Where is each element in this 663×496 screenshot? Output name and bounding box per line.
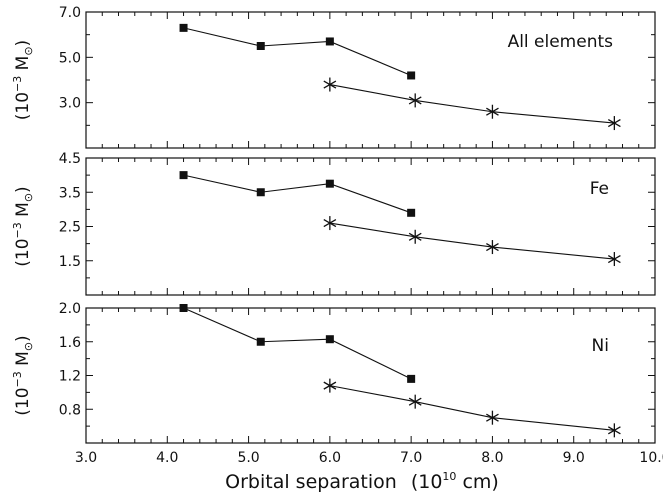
y-unit-prefix: (10 [13, 387, 33, 415]
x-axis-label: Orbital separation [225, 471, 397, 493]
x-tick-label: 10.0 [639, 450, 663, 466]
series-line-asterisk [329, 385, 615, 431]
panel-label: Fe [590, 179, 609, 199]
data-point-square [325, 179, 334, 188]
panel-frame [85, 307, 656, 444]
data-point-asterisk [607, 252, 621, 267]
y-tick-label: 3.0 [59, 96, 81, 112]
y-unit-sun-symbol: ⊙ [22, 46, 35, 55]
data-point-asterisk [486, 410, 499, 425]
y-unit-mass: M [13, 202, 33, 222]
y-axis-unit-label: (10−3 M⊙) [11, 335, 35, 415]
y-unit-prefix: (10 [13, 238, 33, 266]
data-point-square [256, 42, 265, 50]
data-point-square [256, 337, 265, 346]
y-tick-label: 7.0 [59, 5, 81, 21]
asterisk-stroke [323, 219, 337, 228]
data-point-asterisk [408, 229, 422, 244]
x-tick-label: 7.0 [400, 450, 422, 466]
y-unit-suffix: ) [13, 40, 33, 47]
y-tick-label: 1.6 [59, 335, 81, 351]
data-point-asterisk [486, 240, 499, 255]
asterisk-stroke [323, 80, 337, 89]
asterisk-stroke [486, 413, 499, 422]
panel-label: Ni [592, 336, 609, 356]
asterisk-stroke [323, 381, 337, 390]
y-unit-exp: −3 [11, 222, 24, 238]
panel-label: All elements [508, 32, 614, 52]
panel-2: 4.5 3.5 2.5 1.5 Fe (10−3 M⊙) [11, 151, 656, 296]
x-tick-label: 9.0 [563, 450, 585, 466]
asterisk-stroke [486, 242, 499, 252]
y-tick-label: 2.5 [59, 220, 81, 236]
x-tick-label: 3.0 [75, 450, 97, 466]
asterisk-stroke [607, 119, 621, 128]
asterisk-stroke [408, 96, 422, 105]
data-point-asterisk [408, 394, 422, 409]
data-point-asterisk [323, 77, 337, 92]
x-axis-title: Orbital separation (1010 cm) [225, 470, 499, 493]
x-axis-unit-exp: 10 [442, 470, 456, 483]
y-unit-prefix: (10 [13, 92, 33, 120]
y-tick-label: 4.5 [59, 151, 81, 167]
asterisk-stroke [408, 232, 422, 241]
series-line-asterisk [329, 222, 615, 260]
x-axis-unit-suffix: cm) [456, 471, 498, 493]
x-tick-label: 8.0 [481, 450, 503, 466]
data-point-asterisk [607, 116, 621, 131]
y-tick-label: 5.0 [59, 50, 81, 66]
y-unit-suffix: ) [13, 186, 33, 193]
y-axis-unit-label: (10−3 M⊙) [11, 186, 35, 266]
x-axis-unit-prefix: (10 [411, 471, 443, 493]
data-point-square [256, 188, 265, 197]
data-point-asterisk [486, 104, 499, 119]
y-tick-label: 3.5 [59, 185, 81, 201]
x-tick-label: 5.0 [237, 450, 259, 466]
series-line-asterisk [329, 83, 615, 124]
y-tick-label: 0.8 [59, 402, 81, 418]
data-point-square [325, 37, 334, 46]
asterisk-stroke [607, 426, 621, 435]
y-unit-sun-symbol: ⊙ [22, 193, 35, 202]
data-point-square [179, 171, 188, 180]
data-point-asterisk [323, 378, 337, 393]
data-point-square [179, 23, 188, 32]
data-point-square [407, 71, 416, 80]
y-axis-unit-label: (10−3 M⊙) [11, 40, 35, 120]
series-line-square [183, 27, 412, 76]
data-point-asterisk [323, 216, 337, 231]
series-line-square [183, 174, 412, 214]
x-tick-label: 4.0 [156, 450, 178, 466]
data-point-square [407, 374, 416, 383]
asterisk-stroke [486, 107, 499, 116]
data-point-square [325, 335, 334, 344]
data-point-square [179, 304, 188, 312]
y-unit-mass: M [13, 56, 33, 76]
y-tick-label: 1.5 [59, 254, 81, 270]
asterisk-stroke [607, 254, 621, 264]
data-point-asterisk [607, 423, 621, 438]
asterisk-stroke [408, 397, 422, 406]
y-unit-exp: −3 [11, 371, 24, 387]
y-unit-suffix: ) [13, 335, 33, 342]
x-tick-label: 6.0 [319, 450, 341, 466]
y-unit-sun-symbol: ⊙ [22, 342, 35, 351]
y-unit-mass: M [13, 351, 33, 371]
y-unit-exp: −3 [11, 76, 24, 92]
y-tick-label: 2.0 [59, 301, 81, 317]
series-line-square [183, 307, 412, 380]
panel-1: 7.0 5.0 3.0 All elements (10−3 M⊙) [11, 5, 656, 149]
panel-3: 2.0 1.6 1.2 0.8 Ni (10−3 M⊙) [11, 301, 656, 444]
y-tick-label: 1.2 [59, 369, 81, 385]
data-point-square [407, 208, 416, 217]
data-point-asterisk [408, 93, 422, 108]
panel-frame [85, 157, 656, 296]
